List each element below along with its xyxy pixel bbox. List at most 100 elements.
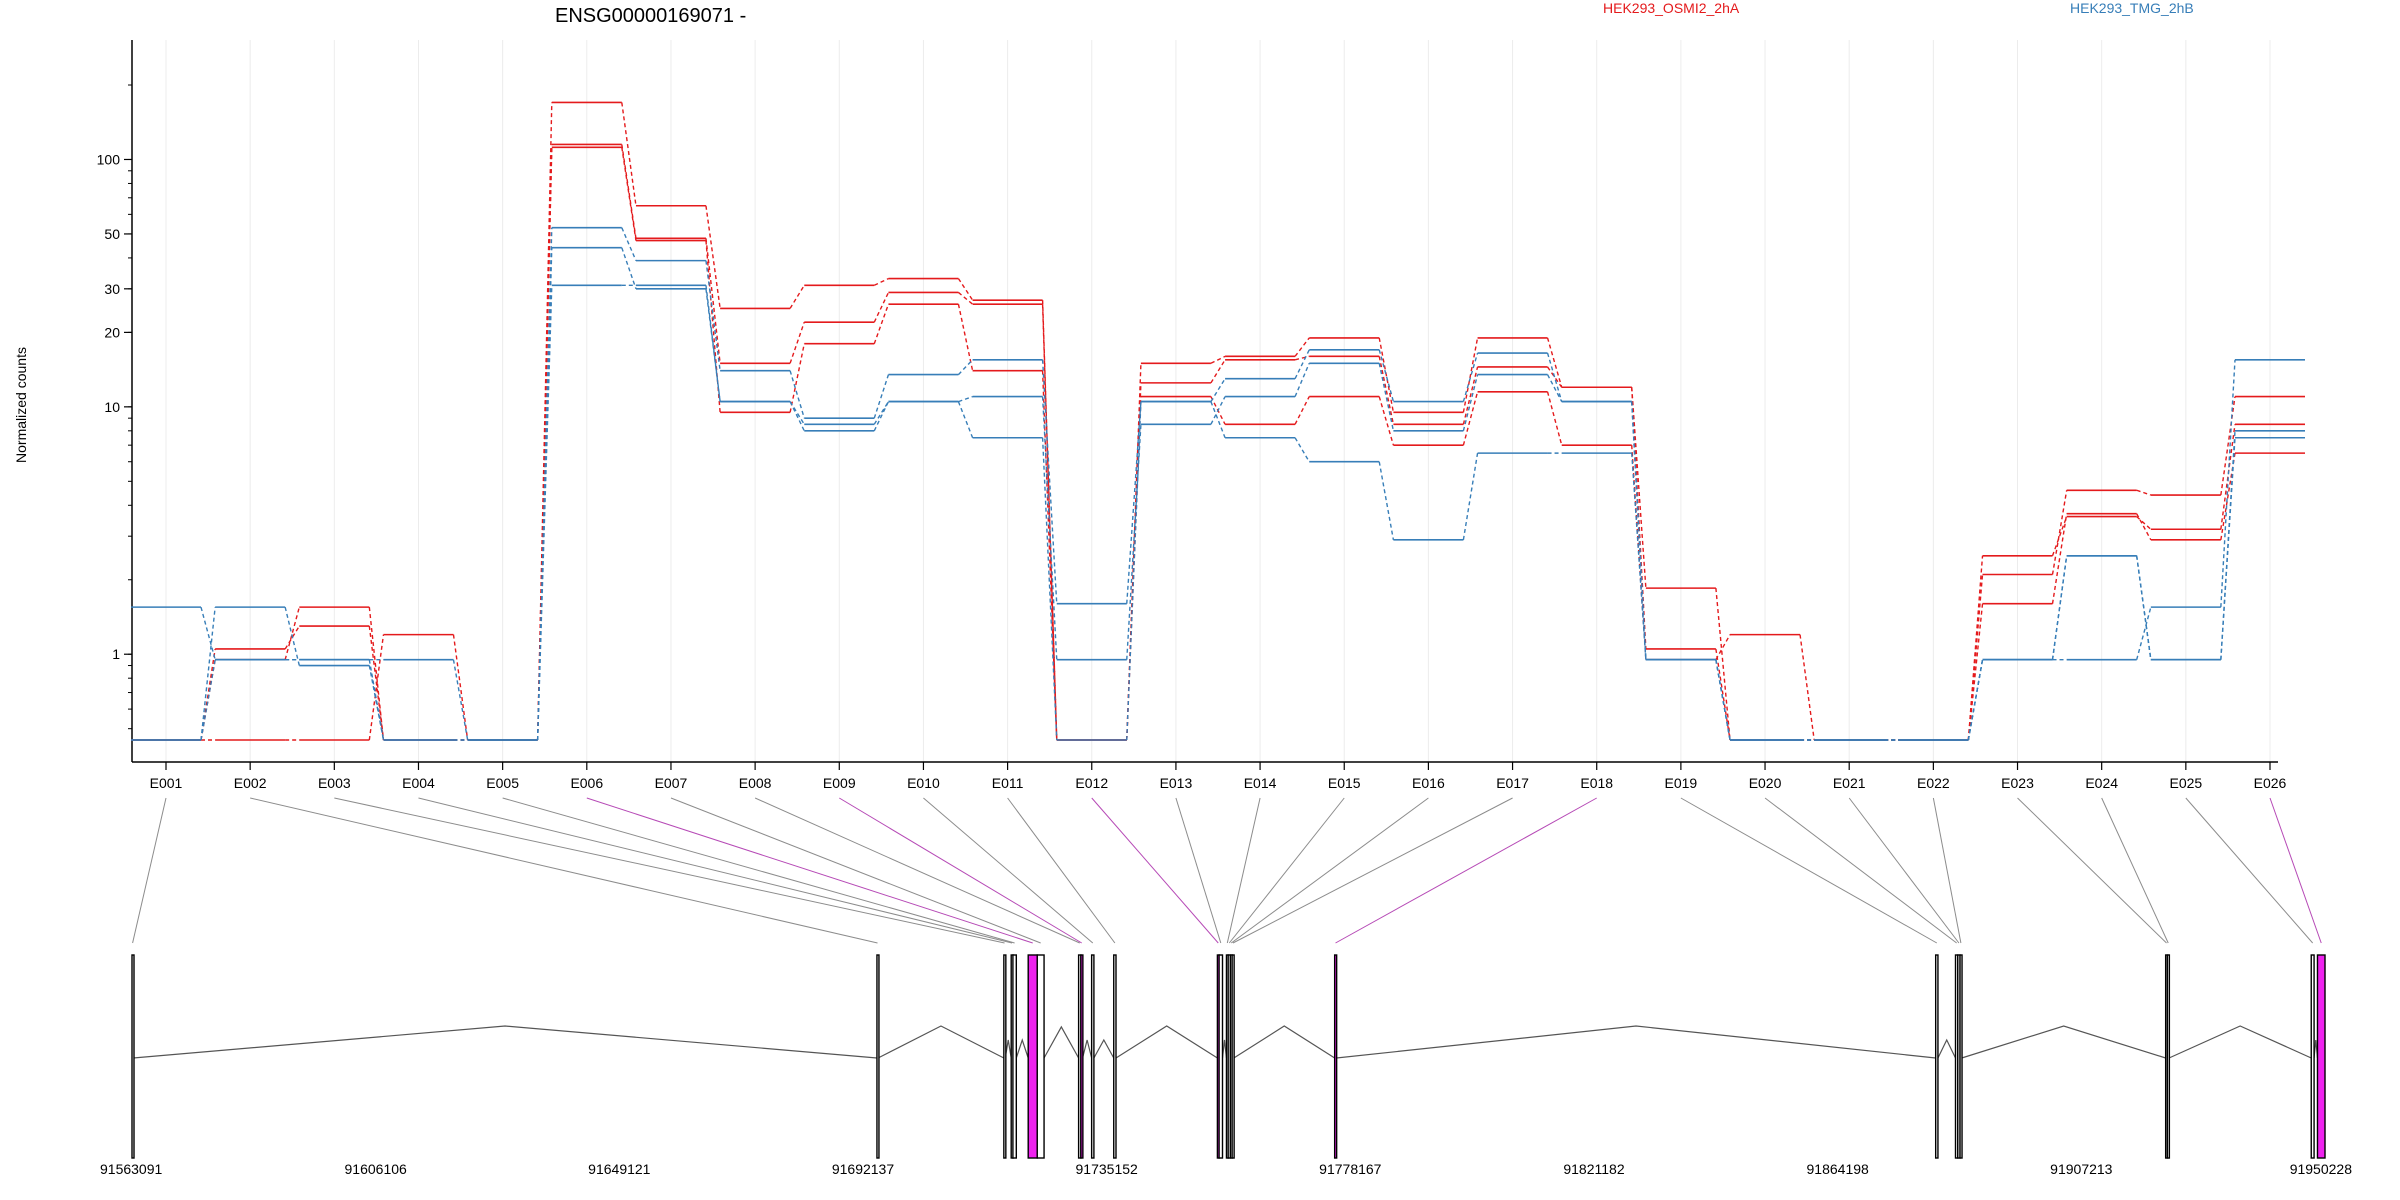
x-tick-label-e008: E008 bbox=[739, 775, 772, 791]
series-5-transition bbox=[2051, 555, 2068, 660]
intron-line bbox=[1961, 1025, 2166, 1059]
series-2-transition bbox=[2220, 424, 2236, 530]
y-axis-label: Normalized counts bbox=[13, 347, 29, 463]
series-1-transition bbox=[1378, 356, 1395, 425]
exon-e002 bbox=[876, 954, 880, 1159]
series-4-transition bbox=[873, 401, 890, 432]
legend-entry-osmi2: HEK293_OSMI2_2hA bbox=[1603, 0, 1740, 16]
coordinate-label: 91606106 bbox=[345, 1161, 408, 1177]
exon-e022 bbox=[1959, 954, 1963, 1159]
x-tick-label-e021: E021 bbox=[1833, 775, 1866, 791]
x-tick-label-e002: E002 bbox=[234, 775, 267, 791]
series-1-transition bbox=[873, 292, 890, 323]
series-5-transition bbox=[1462, 453, 1479, 540]
connector-e025 bbox=[2185, 797, 2314, 944]
exon-e018 bbox=[1333, 954, 1338, 1159]
series-2-transition bbox=[368, 607, 385, 741]
series-5-transition bbox=[1041, 437, 1058, 741]
exon-e006 bbox=[1027, 954, 1038, 1159]
connector-e019 bbox=[1680, 797, 1938, 944]
series-3-transition bbox=[789, 370, 805, 419]
x-tick-label-e001: E001 bbox=[150, 775, 183, 791]
series-3-transition bbox=[1126, 401, 1142, 604]
intron-line bbox=[1233, 1025, 1335, 1059]
series-5-transition bbox=[1210, 401, 1226, 439]
series-3-transition bbox=[1041, 359, 1058, 604]
x-tick-label-e011: E011 bbox=[992, 775, 1024, 791]
y-tick-label: 10 bbox=[104, 399, 120, 415]
exon-e026 bbox=[2316, 954, 2326, 1159]
series-2-transition bbox=[621, 147, 637, 241]
series-1-transition bbox=[789, 321, 805, 364]
x-tick-label-e013: E013 bbox=[1160, 775, 1193, 791]
series-0-transition bbox=[1378, 337, 1395, 413]
series-0-transition bbox=[1631, 387, 1647, 650]
series-2-transition bbox=[1799, 634, 1815, 741]
connector-e010 bbox=[923, 797, 1094, 944]
connector-e006 bbox=[586, 797, 1033, 944]
series-3-transition bbox=[1462, 352, 1479, 402]
chart-title: ENSG00000169071 - bbox=[555, 5, 746, 27]
gene-model: 91563091 91606106 91649121 91692137 91735152… bbox=[100, 954, 2353, 1177]
series-0-transition bbox=[284, 625, 300, 650]
series-5-transition bbox=[789, 401, 805, 425]
series-1-transition bbox=[1041, 304, 1058, 741]
series-0 bbox=[131, 101, 2305, 741]
connector-e014 bbox=[1226, 797, 1261, 944]
x-tick-label-e017: E017 bbox=[1496, 775, 1529, 791]
series-2-transition bbox=[873, 303, 890, 344]
x-tick-label-e014: E014 bbox=[1244, 775, 1277, 791]
coordinate-label: 91821182 bbox=[1563, 1161, 1624, 1177]
exon-e009 bbox=[1080, 954, 1084, 1159]
series-4-transition bbox=[958, 395, 973, 403]
series-0-transition bbox=[1294, 337, 1310, 357]
axes: 1 10 20 30 50 100 E001 E002 E003 E004 E005 E006 E007… bbox=[97, 40, 2287, 791]
coordinate-label: 91950228 bbox=[2290, 1161, 2353, 1177]
connector-e026 bbox=[2269, 797, 2322, 944]
connector-e016 bbox=[1230, 797, 1429, 944]
exon-e010 bbox=[1090, 954, 1095, 1159]
coordinate-label: 91563091 bbox=[100, 1161, 163, 1177]
series-1-transition bbox=[1631, 387, 1647, 589]
series-4-transition bbox=[1967, 659, 1984, 741]
series-3-transition bbox=[1546, 352, 1563, 402]
connector-e004 bbox=[418, 797, 1013, 944]
series-2-transition bbox=[284, 606, 300, 660]
y-tick-label: 30 bbox=[104, 281, 120, 297]
series-1-transition bbox=[368, 634, 385, 741]
series-5-transition bbox=[1126, 401, 1142, 741]
series-1 bbox=[131, 143, 2305, 741]
connector-e003 bbox=[334, 797, 1005, 944]
series-3-transition bbox=[957, 359, 974, 376]
series-4-transition bbox=[1546, 374, 1563, 402]
exon-e013 bbox=[1218, 954, 1224, 1159]
intron-line bbox=[1015, 1038, 1029, 1059]
series-2-transition bbox=[957, 304, 974, 371]
intron-line bbox=[1336, 1025, 1936, 1059]
series-1-transition bbox=[621, 144, 637, 239]
exon-e005 bbox=[1012, 954, 1018, 1159]
series-5-transition bbox=[200, 659, 216, 741]
connector-e007 bbox=[670, 797, 1041, 944]
coordinate-label: 91864198 bbox=[1807, 1161, 1870, 1177]
intron-line bbox=[1093, 1038, 1115, 1059]
series-1-transition bbox=[2051, 513, 2068, 604]
series-2-transition bbox=[789, 343, 805, 413]
series-4-transition bbox=[200, 607, 216, 741]
series-5-transition bbox=[705, 285, 721, 402]
series-1-transition bbox=[1210, 359, 1226, 384]
coordinate-label: 91735152 bbox=[1076, 1161, 1139, 1177]
series bbox=[131, 101, 2305, 741]
series-0-transition bbox=[621, 102, 637, 206]
connector-e008 bbox=[754, 797, 1080, 944]
series-0-transition bbox=[2136, 489, 2152, 496]
y-tick-label: 100 bbox=[97, 151, 121, 167]
connector-e018 bbox=[1335, 797, 1597, 944]
series-3-transition bbox=[2136, 606, 2152, 660]
series-3-transition bbox=[621, 227, 637, 261]
series-1-transition bbox=[1715, 588, 1731, 741]
series-5-transition bbox=[2135, 555, 2152, 660]
series-3-transition bbox=[2220, 359, 2236, 608]
x-tick-label-e006: E006 bbox=[570, 775, 603, 791]
